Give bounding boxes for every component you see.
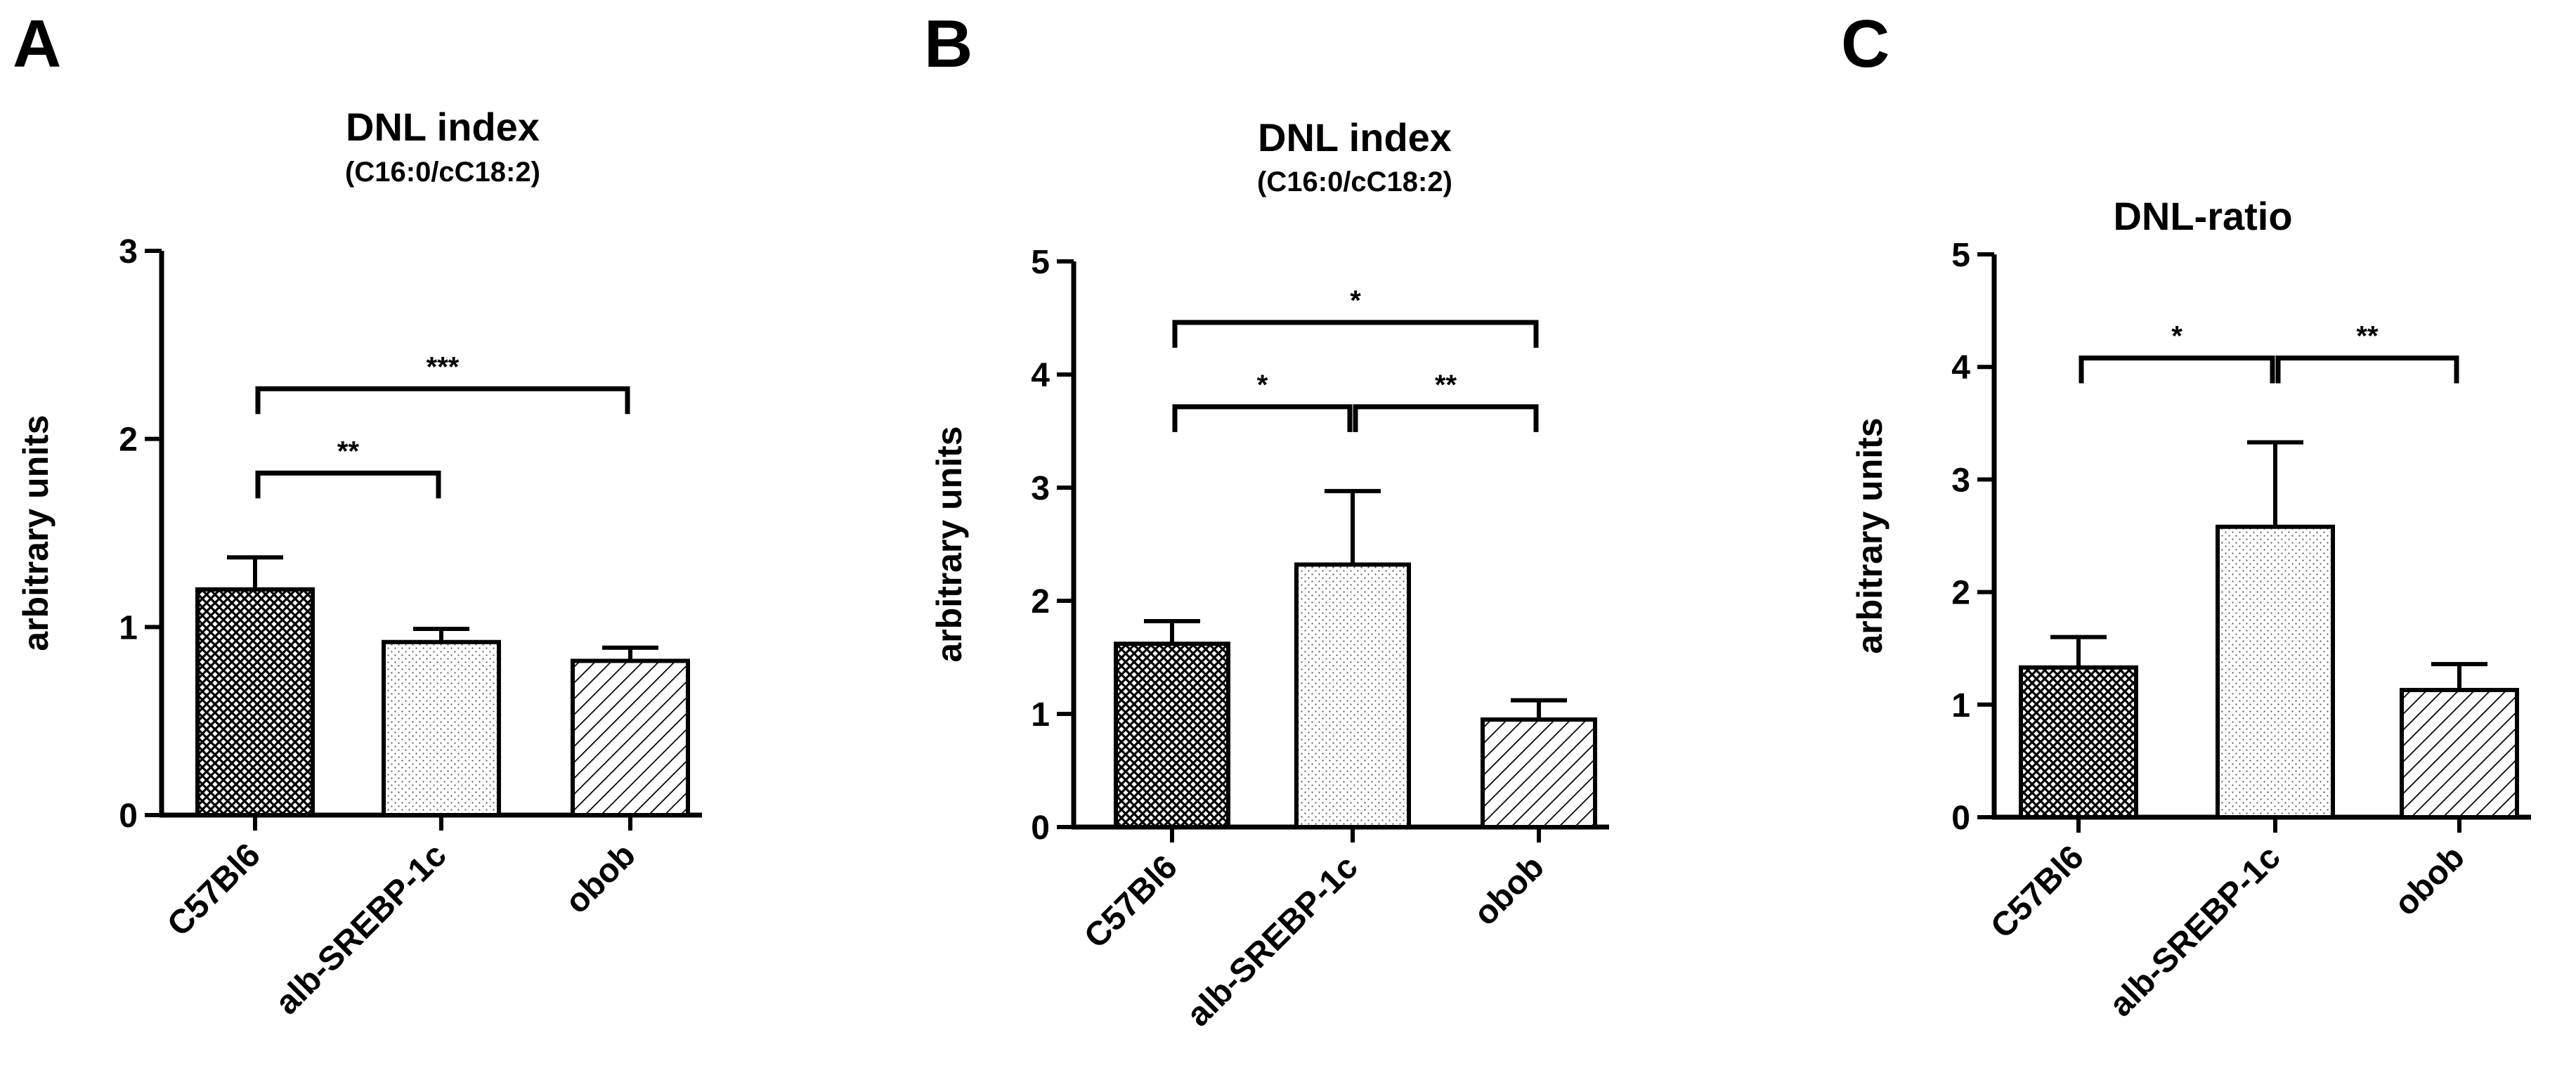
significance-bracket: * — [1172, 285, 1539, 348]
y-tick-label: 4 — [1031, 357, 1050, 394]
bar-c57bl6 — [1114, 642, 1230, 829]
chart-subtitle: (C16:0/cC18:2) — [345, 157, 540, 188]
y-axis-label: arbitrary units — [1850, 417, 1889, 653]
y-tick-label: 1 — [119, 609, 138, 646]
bar-obob — [571, 658, 690, 817]
panel-a: A DNL index (C16:0/cC18:2) arbitrary units 0… — [13, 6, 702, 1022]
bar-alb-srebp-1c — [382, 639, 501, 817]
bracket-line — [1172, 404, 1353, 432]
significance-bracket: *** — [255, 351, 630, 415]
chart-subtitle: (C16:0/cC18:2) — [1257, 167, 1452, 197]
chart-title: DNL index — [1258, 115, 1452, 160]
y-tick-label: 1 — [1031, 696, 1050, 734]
y-tick-label: 5 — [1951, 237, 1970, 274]
x-tick-label: obob — [1466, 848, 1551, 932]
bracket-line — [2275, 356, 2459, 384]
x-tick-label: obob — [558, 836, 642, 920]
y-tick-label: 3 — [119, 233, 138, 271]
chart-title: DNL-ratio — [2113, 194, 2292, 238]
y-tick-label: 0 — [119, 798, 138, 835]
y-tick-label: 2 — [1031, 583, 1050, 620]
x-tick-label: C57Bl6 — [1077, 848, 1185, 956]
bar-c57bl6 — [195, 587, 315, 817]
y-tick-label: 1 — [1951, 687, 1970, 724]
bracket-line — [2079, 356, 2275, 384]
panel-c: C DNL-ratio arbitrary units 0 1 2 3 4 5 C57Bl6 alb… — [1841, 6, 2531, 1024]
y-axis-label: arbitrary units — [16, 415, 56, 651]
chart-title: DNL index — [346, 105, 540, 149]
x-tick-label: alb-SREBP-1c — [2102, 838, 2288, 1024]
y-tick-label: 2 — [1951, 575, 1970, 612]
y-tick-label: 5 — [1031, 244, 1050, 281]
panel-letter: A — [13, 6, 61, 82]
bracket-line — [255, 470, 441, 499]
bar-alb-srebp-1c — [1294, 562, 1411, 829]
significance-label: ** — [2356, 321, 2379, 352]
x-tick-label: alb-SREBP-1c — [1180, 848, 1365, 1034]
y-tick-label: 0 — [1031, 809, 1050, 847]
x-tick-label: C57Bl6 — [1984, 838, 2091, 946]
bar-obob — [1481, 717, 1597, 830]
significance-label: * — [1257, 370, 1268, 401]
x-tick-label: C57Bl6 — [160, 836, 268, 944]
panel-letter: B — [924, 6, 972, 82]
significance-label: ** — [1435, 370, 1457, 401]
bar-obob — [2400, 687, 2519, 819]
significance-bracket: * — [2079, 321, 2275, 384]
y-axis-label: arbitrary units — [930, 426, 969, 662]
bracket-line — [255, 386, 630, 415]
y-tick-label: 2 — [119, 422, 138, 459]
significance-bracket: * — [1172, 370, 1353, 432]
significance-label: * — [2171, 321, 2183, 352]
panel-b: B DNL index (C16:0/cC18:2) arbitrary units 0… — [924, 6, 1609, 1034]
significance-label: * — [1350, 285, 1361, 316]
y-tick-label: 3 — [1951, 462, 1970, 499]
bar-c57bl6 — [2019, 665, 2138, 820]
x-tick-label: alb-SREBP-1c — [268, 836, 454, 1022]
x-tick-label: obob — [2387, 838, 2471, 923]
y-tick-label: 3 — [1031, 470, 1050, 507]
y-tick-label: 0 — [1951, 800, 1970, 837]
bracket-line — [1172, 320, 1539, 348]
significance-label: ** — [337, 436, 360, 467]
y-tick-label: 4 — [1951, 349, 1970, 386]
panel-letter: C — [1841, 6, 1889, 82]
significance-bracket: ** — [2275, 321, 2459, 384]
bar-alb-srebp-1c — [2216, 524, 2335, 820]
significance-label: *** — [427, 351, 460, 382]
significance-bracket: ** — [255, 436, 441, 499]
bracket-line — [1353, 404, 1539, 432]
significance-bracket: ** — [1353, 370, 1539, 432]
